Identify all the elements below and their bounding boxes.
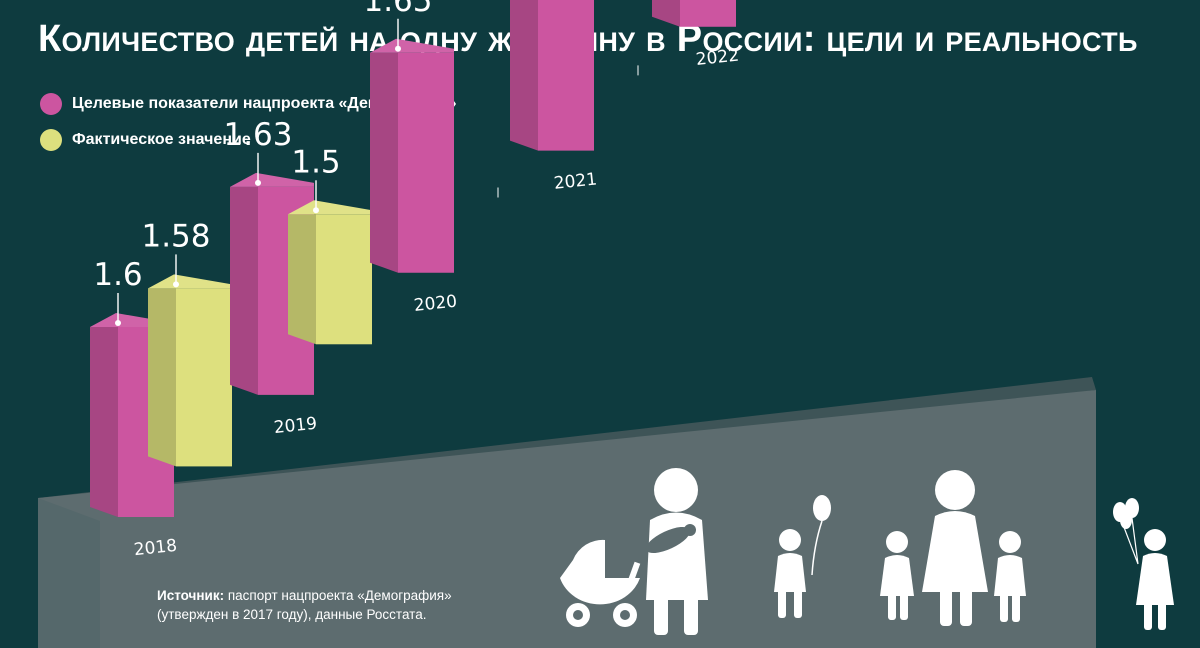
legend: Целевые показатели нацпроекта «Демографи… (40, 86, 457, 158)
bar-target-2019-top (230, 172, 314, 187)
bar-target-2020-top (370, 38, 454, 53)
legend-swatch-actual (40, 129, 62, 151)
mother-with-children-icon (880, 470, 1026, 626)
bar-target-2019-side (230, 186, 258, 395)
bar-target-2020-side (370, 52, 398, 273)
category-label-2020: 2020 (413, 292, 458, 316)
legend-item-target: Целевые показатели нацпроекта «Демографи… (40, 86, 457, 122)
bar-target-2020-front (398, 52, 454, 273)
bar-target-2018-dot (115, 320, 121, 326)
legend-item-actual: Фактическое значение (40, 122, 457, 158)
bar-actual-2019-top (288, 200, 372, 215)
bar-target-2018-side (90, 327, 118, 517)
bar-actual-2019-side (288, 214, 316, 345)
bar-actual-2019-value-label: 1.5 (291, 144, 340, 180)
platform-edge (38, 498, 100, 648)
bar-target-2019-dot (255, 179, 261, 186)
bar-actual-2019-dot (313, 207, 319, 214)
bar-target-2021-side (510, 0, 538, 151)
mother-with-baby-icon (645, 468, 708, 635)
bar-target-2020-value-label: 1.65 (363, 0, 432, 19)
legend-label-actual: Фактическое значение (72, 131, 251, 148)
bar-target-2019-value-label: 1.63 (223, 117, 292, 153)
platform-front (38, 390, 1096, 648)
bar-actual-2018-side (148, 288, 176, 467)
girl-with-balloons-icon (1113, 498, 1174, 630)
source-note: Источник: паспорт нацпроекта «Демография… (157, 586, 517, 624)
category-labels: 2018201920202021202220232024 (133, 46, 740, 561)
bar-actual-2019 (288, 200, 372, 345)
bar-actual-2019-front (316, 214, 372, 345)
bar-target-2022 (652, 0, 736, 27)
category-label-2019: 2019 (273, 414, 318, 438)
source-text: паспорт нацпроекта «Демография» (утвержд… (157, 588, 452, 622)
legend-swatch-target (40, 93, 62, 115)
stroller-icon (560, 539, 641, 627)
legend-label-target: Целевые показатели нацпроекта «Демографи… (72, 95, 457, 112)
bar-actual-2018-front (176, 288, 232, 467)
child-with-balloon-icon (774, 495, 831, 618)
bar-actual-2018-value-label: 1.58 (141, 218, 210, 254)
category-label-2021: 2021 (553, 169, 598, 193)
bar-target-2018-value-label: 1.6 (93, 257, 142, 293)
bar-actual-2018-top (148, 274, 232, 289)
bar-target-2021 (510, 0, 594, 151)
bar-actual-2018 (148, 274, 232, 467)
bar-target-2021-front (538, 0, 594, 151)
source-label: Источник: (157, 588, 225, 603)
bars (90, 0, 736, 517)
bar-target-2022-front (680, 0, 736, 27)
category-label-2018: 2018 (133, 536, 178, 560)
bar-target-2020 (370, 38, 454, 273)
category-label-2022: 2022 (695, 46, 740, 70)
family-silhouettes (560, 468, 1174, 635)
bar-target-2020-dot (395, 45, 401, 52)
bar-actual-2018-dot (173, 281, 179, 288)
bar-target-2022-side (652, 0, 680, 27)
value-labels: 1.61.581.631.51.651.661.681.691.7 (93, 0, 433, 326)
